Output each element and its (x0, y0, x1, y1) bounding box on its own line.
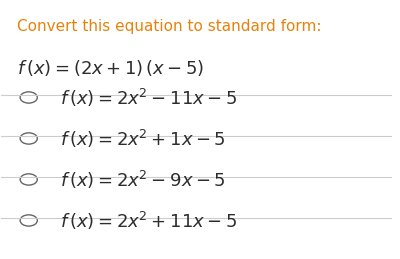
Text: $f\,(x) = 2x^2 - 11x - 5$: $f\,(x) = 2x^2 - 11x - 5$ (60, 87, 237, 109)
Text: Convert this equation to standard form:: Convert this equation to standard form: (17, 19, 322, 34)
Text: $f\,(x) = 2x^2 + 11x - 5$: $f\,(x) = 2x^2 + 11x - 5$ (60, 210, 237, 232)
Text: $f\,(x) = 2x^2 + 1x - 5$: $f\,(x) = 2x^2 + 1x - 5$ (60, 127, 226, 149)
Text: $f\,(x) = (2x+1)\,(x-5)$: $f\,(x) = (2x+1)\,(x-5)$ (17, 58, 204, 78)
Text: $f\,(x) = 2x^2 - 9x - 5$: $f\,(x) = 2x^2 - 9x - 5$ (60, 168, 226, 191)
